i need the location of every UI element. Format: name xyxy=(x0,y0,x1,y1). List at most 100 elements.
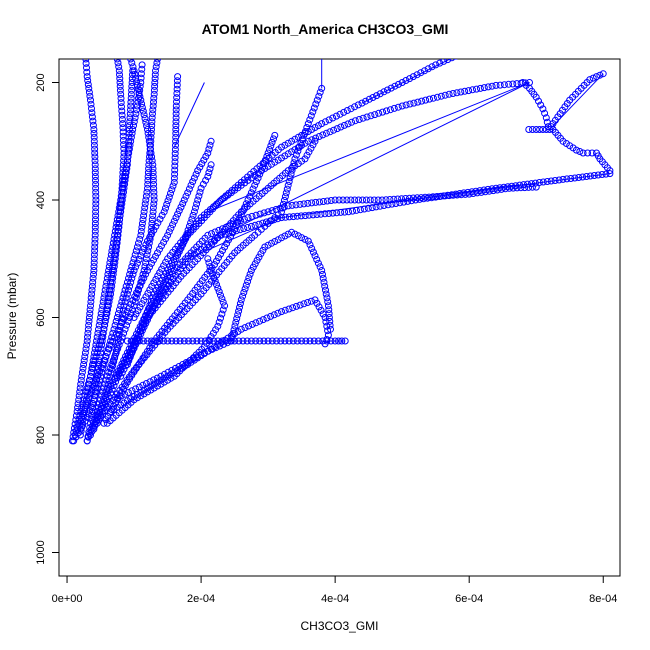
data-point xyxy=(205,145,213,153)
data-point xyxy=(408,197,416,205)
data-point xyxy=(231,322,239,330)
data-point xyxy=(398,102,406,110)
data-point xyxy=(116,306,123,314)
data-point xyxy=(317,210,325,218)
data-point xyxy=(117,372,125,380)
data-point xyxy=(270,311,278,319)
data-point xyxy=(223,339,231,347)
data-point xyxy=(84,329,92,337)
data-point xyxy=(539,126,547,133)
data-point xyxy=(109,362,117,370)
data-point xyxy=(376,202,384,210)
data-point xyxy=(524,180,531,188)
data-point xyxy=(322,286,329,294)
data-point xyxy=(92,200,100,208)
data-point xyxy=(147,137,155,145)
data-point xyxy=(151,71,159,79)
data-point xyxy=(244,278,252,285)
data-point xyxy=(541,109,549,117)
data-point xyxy=(102,416,110,424)
data-point xyxy=(309,248,317,256)
data-point xyxy=(90,270,97,278)
data-point xyxy=(85,314,93,321)
data-point xyxy=(312,198,320,206)
data-point xyxy=(433,93,441,101)
data-point xyxy=(140,274,148,282)
data-point xyxy=(133,102,141,110)
data-point xyxy=(125,274,132,282)
data-point xyxy=(89,404,97,412)
data-point xyxy=(108,365,116,373)
data-point xyxy=(174,210,182,218)
data-point xyxy=(115,208,123,216)
data-point xyxy=(364,204,372,212)
data-point xyxy=(330,126,338,134)
data-point xyxy=(343,107,351,114)
data-point xyxy=(152,63,160,71)
data-point xyxy=(326,128,334,136)
data-point xyxy=(99,360,107,368)
data-point xyxy=(340,121,348,129)
data-point xyxy=(525,126,533,133)
data-point xyxy=(94,371,102,379)
data-point xyxy=(576,148,584,155)
data-point xyxy=(184,189,192,197)
data-point xyxy=(114,326,122,334)
data-point xyxy=(606,170,614,178)
data-point xyxy=(93,419,101,427)
data-point xyxy=(304,128,312,135)
data-point xyxy=(144,173,152,180)
data-point xyxy=(304,137,312,145)
data-point xyxy=(416,195,424,203)
data-point xyxy=(322,318,330,326)
data-point xyxy=(150,256,157,264)
data-point xyxy=(83,413,91,421)
data-point xyxy=(81,349,89,357)
data-point xyxy=(312,134,320,142)
data-point xyxy=(158,242,165,250)
data-point xyxy=(168,186,176,194)
data-point xyxy=(87,368,95,376)
data-point xyxy=(127,278,135,286)
data-point xyxy=(136,327,144,335)
data-point xyxy=(170,174,178,182)
data-point xyxy=(70,437,78,445)
data-point xyxy=(256,337,264,345)
data-point xyxy=(292,201,300,209)
data-point xyxy=(173,81,181,89)
data-point xyxy=(128,349,136,357)
data-point xyxy=(75,396,83,404)
data-point xyxy=(252,337,260,345)
data-point xyxy=(113,403,121,411)
data-point xyxy=(91,161,99,169)
data-point xyxy=(572,146,580,154)
data-point xyxy=(128,86,136,94)
data-point xyxy=(322,290,330,298)
data-point xyxy=(151,75,159,83)
data-point xyxy=(146,344,154,352)
data-point xyxy=(127,59,135,63)
data-point xyxy=(129,270,137,278)
data-point xyxy=(323,336,331,343)
data-point xyxy=(116,71,123,79)
data-point xyxy=(138,61,146,69)
data-point xyxy=(465,87,473,95)
data-point xyxy=(120,290,128,298)
data-point xyxy=(244,224,252,231)
data-point xyxy=(146,153,153,161)
data-point xyxy=(229,220,237,228)
data-point xyxy=(105,263,113,271)
data-point xyxy=(120,153,128,161)
data-point xyxy=(104,298,112,306)
data-point xyxy=(85,88,93,96)
data-point xyxy=(355,116,363,123)
data-point xyxy=(278,234,285,242)
data-point xyxy=(140,208,148,216)
data-point xyxy=(117,302,125,310)
data-point xyxy=(146,286,154,294)
data-point xyxy=(86,310,94,318)
data-point xyxy=(111,227,119,235)
data-point xyxy=(119,294,127,302)
data-point xyxy=(198,160,206,168)
data-point xyxy=(602,170,610,178)
